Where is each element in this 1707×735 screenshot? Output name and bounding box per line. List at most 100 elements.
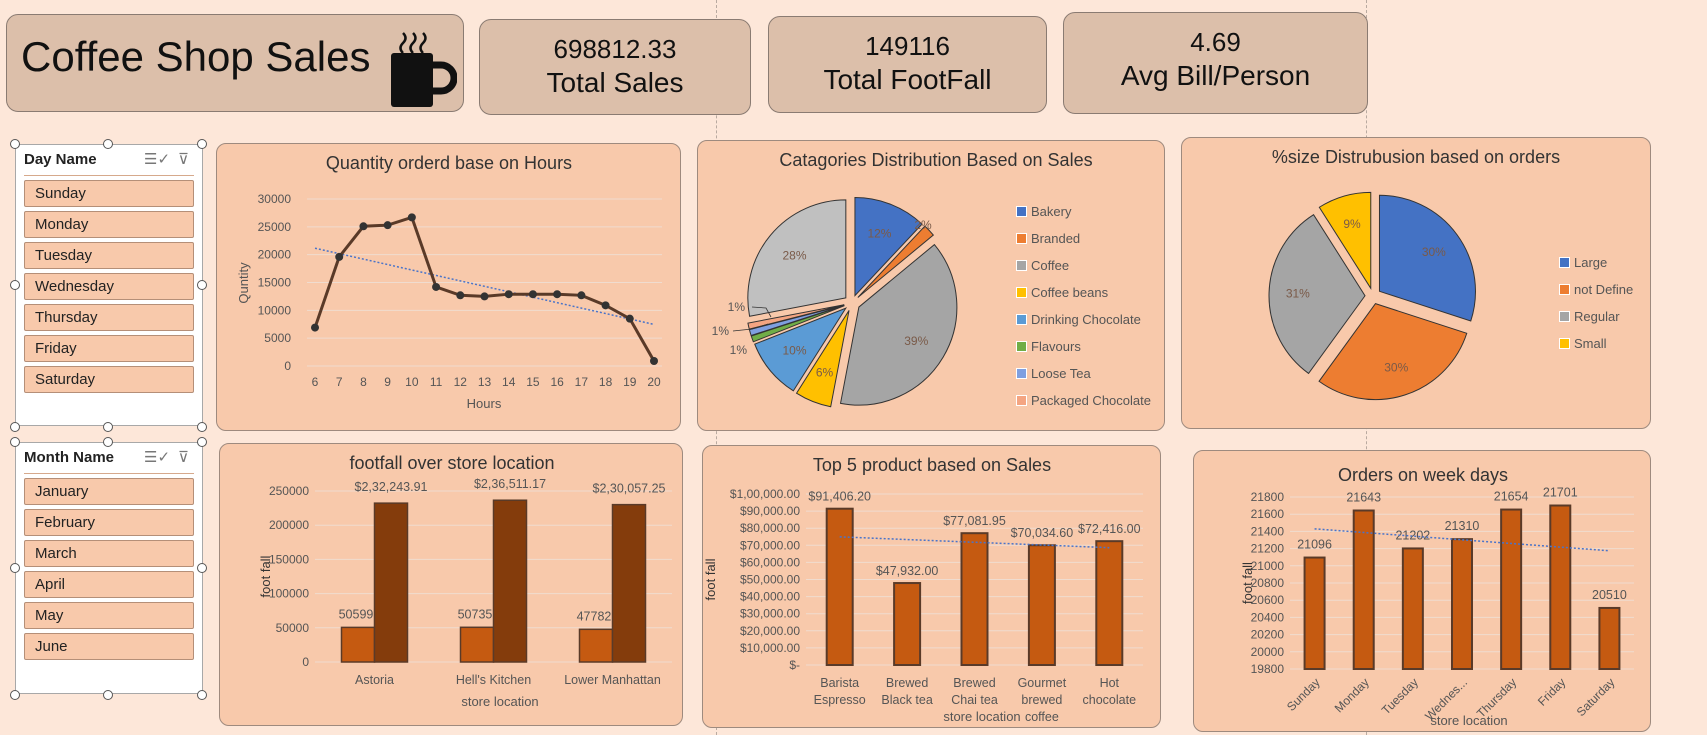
top5-bar-chart-panel[interactable]: Top 5 product based on Sales $- $10,000.00… xyxy=(702,445,1161,728)
legend-swatch xyxy=(1016,395,1027,406)
x-tick-label: 12 xyxy=(454,375,468,389)
y-tick-label: 20400 xyxy=(1251,610,1285,624)
y-tick-label: 21200 xyxy=(1251,542,1285,556)
y-axis-label: foot fall xyxy=(703,558,718,600)
data-point xyxy=(311,323,319,332)
bar xyxy=(1549,504,1572,670)
pie-slice xyxy=(750,305,845,343)
legend-label: Packaged Chocolate xyxy=(1031,393,1151,408)
legend-label: Coffee xyxy=(1031,258,1070,273)
data-point xyxy=(577,291,586,300)
resize-handle[interactable] xyxy=(10,437,20,447)
y-axis-label: foot fall xyxy=(258,555,273,597)
weekday-bar-chart: Orders on week days 19800 20000 20200 20400 2… xyxy=(1240,465,1634,728)
slicer-title: Month Name xyxy=(24,449,114,466)
data-label: 47782 xyxy=(577,609,612,623)
kpi-value: 149116 xyxy=(865,31,950,61)
y-tick-label: 30000 xyxy=(258,192,292,206)
slicer-item-thursday[interactable]: Thursday xyxy=(24,304,194,331)
month-name-slicer[interactable]: Month Name ☰✓ ⊽ January February March A… xyxy=(15,442,203,694)
resize-handle[interactable] xyxy=(10,563,20,573)
slice-label: 1% xyxy=(712,324,730,338)
y-tick-label: 150000 xyxy=(269,552,309,566)
slice-label: 2% xyxy=(914,218,932,232)
legend-swatch xyxy=(1559,257,1570,268)
categories-pie-chart-panel[interactable]: Catagories Distribution Based on Sales 12… xyxy=(697,140,1165,431)
kpi-total-sales: 698812.33 Total Sales xyxy=(479,19,751,115)
legend-item: Bakery xyxy=(1016,198,1151,225)
data-label: $2,36,511.17 xyxy=(474,477,546,491)
day-name-slicer[interactable]: Day Name ☰✓ ⊽ Sunday Monday Tuesday Wedn… xyxy=(15,144,203,426)
weekday-bar-chart-panel[interactable]: Orders on week days 19800 20000 20200 20400 2… xyxy=(1193,450,1651,732)
legend-label: Drinking Chocolate xyxy=(1031,312,1141,327)
legend-item: Flavours xyxy=(1016,333,1151,360)
resize-handle[interactable] xyxy=(197,280,207,290)
y-tick-label: $20,000.00 xyxy=(740,624,800,638)
slice-label: 30% xyxy=(1422,245,1446,259)
slicer-item-may[interactable]: May xyxy=(24,602,194,629)
bar xyxy=(1500,508,1523,670)
resize-handle[interactable] xyxy=(10,139,20,149)
slicer-item-monday[interactable]: Monday xyxy=(24,211,194,238)
resize-handle[interactable] xyxy=(103,437,113,447)
data-point xyxy=(601,301,610,310)
footfall-bar-chart-panel[interactable]: footfall over store location 0 50000 100000… xyxy=(219,443,683,726)
x-tick-label: Brewed xyxy=(886,676,928,690)
x-tick-label: chocolate xyxy=(1083,693,1137,707)
slice-label: 39% xyxy=(904,334,928,348)
slicer-item-march[interactable]: March xyxy=(24,540,194,567)
slicer-item-june[interactable]: June xyxy=(24,633,194,660)
resize-handle[interactable] xyxy=(103,422,113,432)
resize-handle[interactable] xyxy=(197,437,207,447)
legend-label: not Define xyxy=(1574,282,1634,297)
x-tick-label: Astoria xyxy=(355,673,394,687)
resize-handle[interactable] xyxy=(10,280,20,290)
data-label: 50735 xyxy=(458,607,493,621)
resize-handle[interactable] xyxy=(103,690,113,700)
x-tick-label: 7 xyxy=(336,375,343,389)
slice-label: 9% xyxy=(1343,217,1361,231)
leader-line xyxy=(732,323,769,332)
y-tick-label: $50,000.00 xyxy=(740,573,800,587)
series-line xyxy=(313,215,656,362)
data-point xyxy=(625,314,634,323)
x-tick-label: coffee xyxy=(1025,710,1059,724)
x-tick-label: Sunday xyxy=(1284,675,1323,714)
data-point xyxy=(456,291,465,300)
resize-handle[interactable] xyxy=(103,139,113,149)
footfall-bar-chart: footfall over store location 0 50000 100000… xyxy=(258,453,672,709)
pie-slice xyxy=(854,197,923,297)
legend-label: Bakery xyxy=(1031,204,1072,219)
y-tick-label: $40,000.00 xyxy=(740,590,800,604)
resize-handle[interactable] xyxy=(197,422,207,432)
data-label: 21654 xyxy=(1494,490,1529,504)
kpi-value: 698812.33 xyxy=(553,34,677,64)
legend-swatch xyxy=(1559,284,1570,295)
y-axis-label: Quntity xyxy=(236,262,251,304)
hours-line-chart-panel[interactable]: Quantity orderd base on Hours 0 5000 10000 1… xyxy=(216,143,681,431)
sizes-pie-chart-panel[interactable]: %size Distrubusion based on orders 30% 30%… xyxy=(1181,137,1651,429)
slicer-item-february[interactable]: February xyxy=(24,509,194,536)
resize-handle[interactable] xyxy=(197,690,207,700)
clear-filter-icon[interactable]: ⊽ xyxy=(178,151,189,168)
x-tick-label: 13 xyxy=(478,375,492,389)
slicer-item-friday[interactable]: Friday xyxy=(24,335,194,362)
multi-select-icon[interactable]: ☰✓ xyxy=(144,151,171,168)
resize-handle[interactable] xyxy=(10,422,20,432)
data-label: 50599 xyxy=(339,607,374,621)
legend-swatch xyxy=(1016,233,1027,244)
slicer-item-wednesday[interactable]: Wednesday xyxy=(24,273,194,300)
resize-handle[interactable] xyxy=(10,690,20,700)
slicer-item-saturday[interactable]: Saturday xyxy=(24,366,194,393)
slicer-item-tuesday[interactable]: Tuesday xyxy=(24,242,194,269)
resize-handle[interactable] xyxy=(197,563,207,573)
pie-slice xyxy=(839,243,958,406)
clear-filter-icon[interactable]: ⊽ xyxy=(178,449,189,466)
slicer-item-sunday[interactable]: Sunday xyxy=(24,180,194,207)
slicer-item-january[interactable]: January xyxy=(24,478,194,505)
resize-handle[interactable] xyxy=(197,139,207,149)
x-tick-label: 15 xyxy=(526,375,540,389)
multi-select-icon[interactable]: ☰✓ xyxy=(144,449,171,466)
chart-title: %size Distrubusion based on orders xyxy=(1272,147,1560,167)
slicer-item-april[interactable]: April xyxy=(24,571,194,598)
